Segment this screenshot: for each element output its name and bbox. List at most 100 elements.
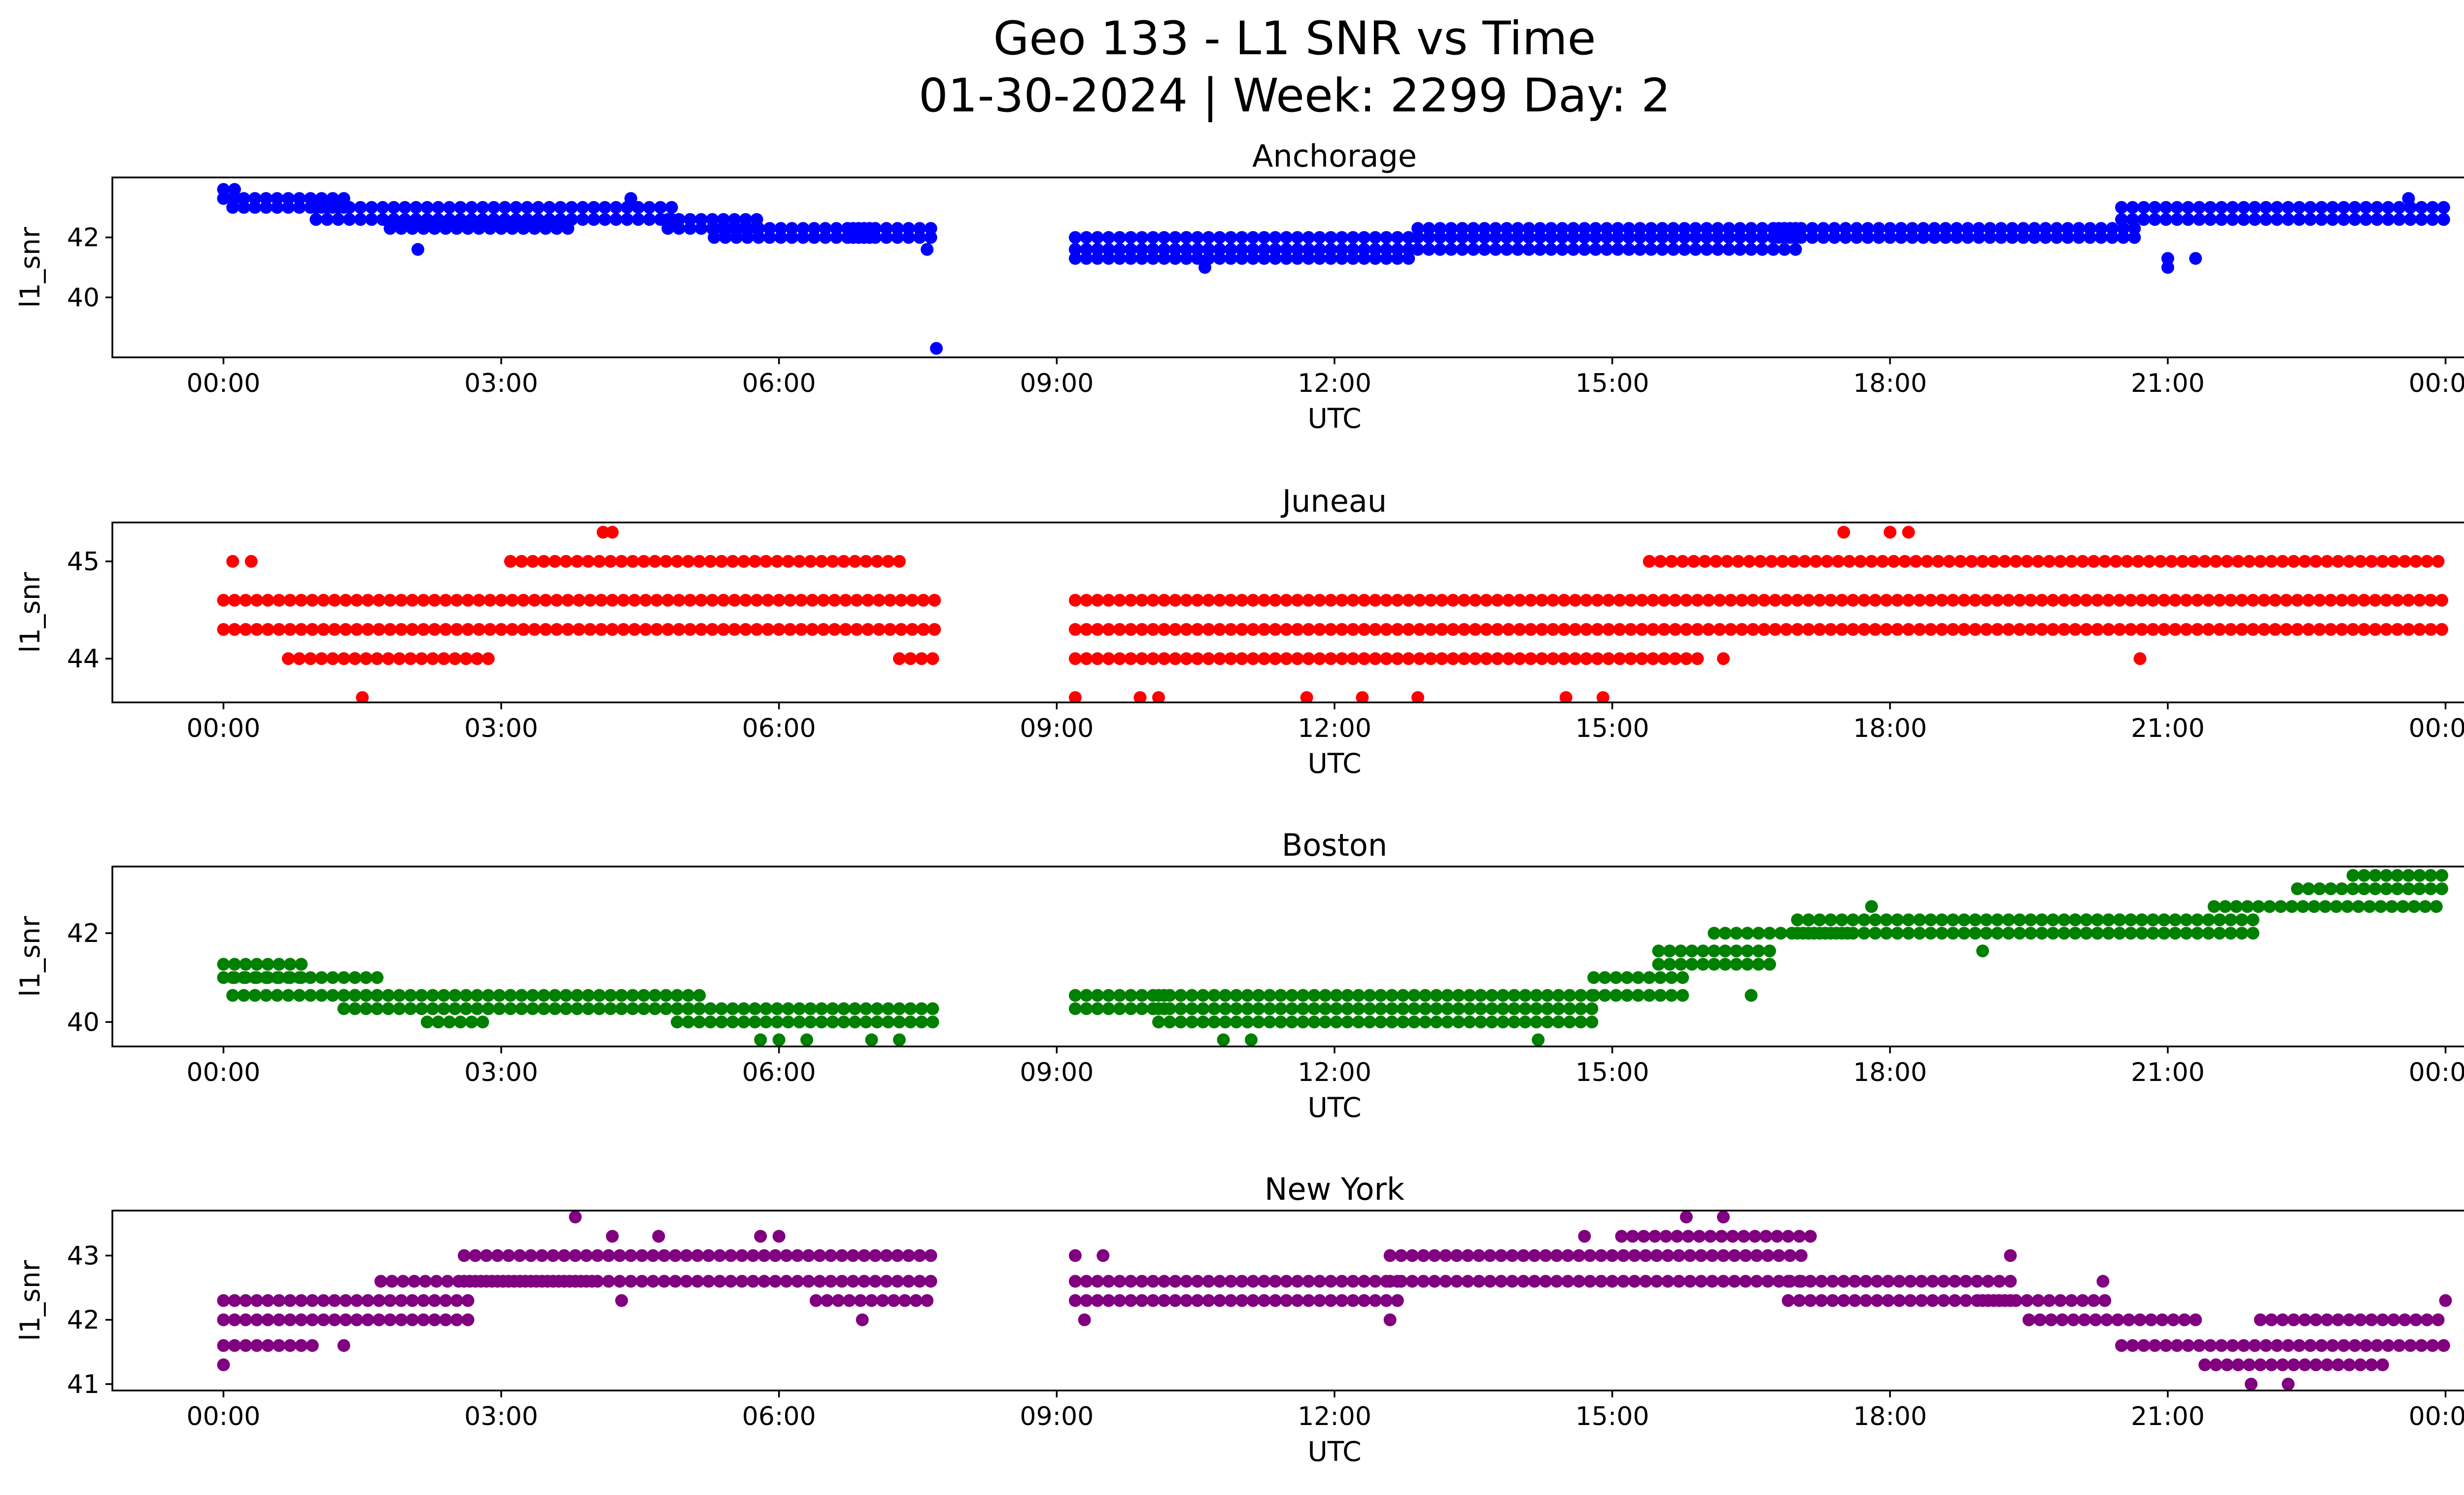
data-point [437, 989, 450, 1002]
data-point [1573, 1275, 1585, 1288]
data-point [1080, 593, 1093, 607]
data-point [1469, 593, 1482, 607]
data-point [1313, 652, 1326, 665]
data-point [2106, 222, 2119, 235]
data-point [2370, 1339, 2384, 1352]
data-point [2437, 213, 2450, 226]
data-point [1763, 927, 1776, 940]
data-point-outlier [1356, 691, 1369, 702]
data-point [657, 1275, 671, 1288]
x-tick-label: 00:00 [187, 1402, 261, 1431]
data-point [1502, 623, 1515, 636]
data-point [2080, 593, 2093, 607]
data-point [1546, 623, 1560, 636]
data-point [2191, 927, 2204, 940]
data-point [650, 623, 663, 636]
data-point [1080, 1275, 1093, 1288]
data-point [1380, 243, 1393, 256]
data-point [1335, 652, 1348, 665]
data-point [2209, 555, 2223, 568]
data-point [2204, 213, 2217, 226]
data-point [835, 1275, 849, 1288]
data-point [2246, 593, 2259, 607]
data-point [1307, 1002, 1321, 1015]
data-point [1291, 1294, 1304, 1307]
data-point [1567, 231, 1580, 244]
data-point [2024, 623, 2037, 636]
data-point [1280, 623, 1293, 636]
data-point [1678, 243, 1691, 256]
data-point [1617, 1249, 1630, 1262]
data-point [1369, 593, 1382, 607]
data-point [273, 1313, 286, 1326]
data-point [1671, 1230, 1684, 1243]
data-point [1589, 243, 1602, 256]
data-point [304, 652, 317, 665]
data-point [1152, 1015, 1165, 1029]
data-point [1463, 1002, 1476, 1015]
data-point [1804, 1294, 1817, 1307]
data-point [717, 593, 730, 607]
data-point [481, 989, 495, 1002]
data-point [1461, 1249, 1474, 1262]
data-point [1893, 1294, 1906, 1307]
x-tick-label: 12:00 [1298, 369, 1371, 398]
data-point [2168, 623, 2182, 636]
data-point [2331, 1358, 2345, 1371]
data-point [2421, 1313, 2433, 1326]
data-point [1739, 1249, 1752, 1262]
data-point [2028, 222, 2041, 235]
data-point [2143, 555, 2156, 568]
data-point [1146, 231, 1160, 244]
scatter-series [217, 869, 2448, 1046]
data-point [909, 1294, 923, 1307]
data-point [315, 971, 328, 984]
data-point [1756, 222, 1769, 235]
data-point [672, 213, 685, 226]
data-point [780, 1249, 793, 1262]
data-point [239, 958, 252, 971]
data-point [1689, 243, 1702, 256]
data-point [1268, 243, 1282, 256]
data-point [1461, 1275, 1474, 1288]
data-point [1191, 243, 1204, 256]
data-point [1335, 1275, 1348, 1288]
data-point [2202, 927, 2215, 940]
data-point [693, 1002, 706, 1015]
data-point [1672, 1275, 1685, 1288]
data-point [1185, 989, 1198, 1002]
data-point [1496, 989, 1509, 1002]
data-point [847, 1275, 859, 1288]
x-tick-label: 12:00 [1298, 1402, 1371, 1431]
data-point [408, 1275, 421, 1288]
data-point [694, 623, 708, 636]
data-point [1750, 1249, 1763, 1262]
data-point [1780, 593, 1793, 607]
data-point [1524, 652, 1538, 665]
data-point [502, 1249, 515, 1262]
data-point [2146, 623, 2159, 636]
data-point [383, 1313, 397, 1326]
data-point [2215, 1339, 2228, 1352]
data-point [2213, 623, 2226, 636]
y-tick-label: 40 [67, 1008, 100, 1037]
data-point [620, 213, 634, 226]
data-point [2121, 555, 2134, 568]
data-point [2221, 1358, 2234, 1371]
data-point [1859, 1275, 1873, 1288]
data-point [587, 213, 600, 226]
data-point [1391, 593, 1404, 607]
data-point [2213, 913, 2226, 927]
data-point [782, 1015, 795, 1029]
data-point [602, 1275, 615, 1288]
data-point [817, 623, 830, 636]
data-point [2391, 869, 2404, 882]
data-point [317, 1313, 330, 1326]
data-point [1258, 231, 1271, 244]
data-point [250, 1339, 264, 1352]
data-point [1274, 989, 1287, 1002]
data-point [1369, 1275, 1382, 1288]
data-point [1685, 958, 1699, 971]
data-point [2035, 927, 2049, 940]
data-point [1080, 1294, 1093, 1307]
